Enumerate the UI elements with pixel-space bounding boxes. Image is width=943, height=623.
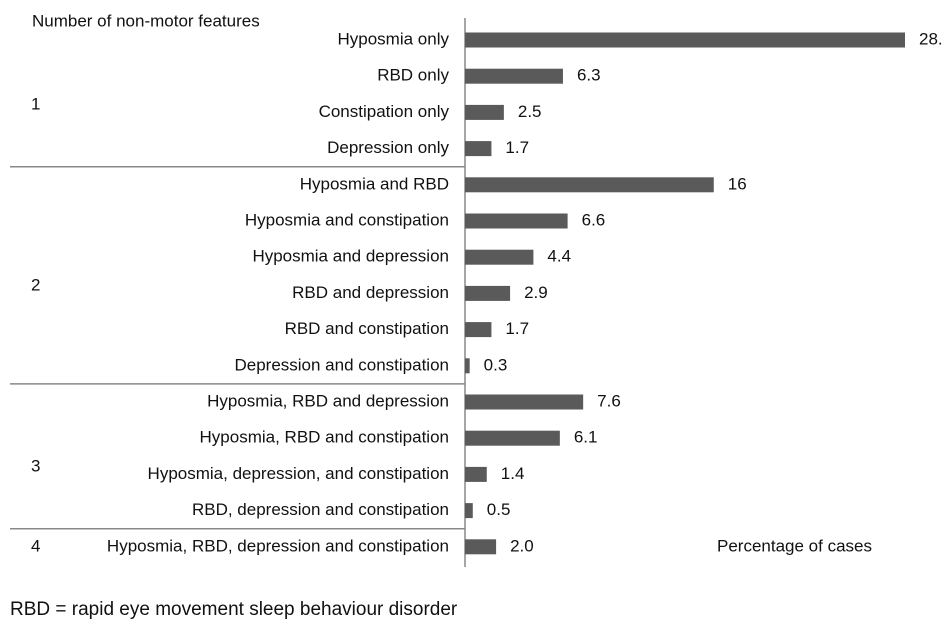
category-label: Hyposmia, depression, and constipation — [148, 464, 449, 483]
bar — [465, 430, 560, 446]
value-label: 1.4 — [501, 464, 525, 483]
group-axis-label: Number of non-motor features — [32, 11, 260, 30]
group-label: 4 — [31, 536, 40, 555]
category-label: Hyposmia and depression — [252, 247, 449, 266]
value-label: 2.9 — [524, 283, 548, 302]
value-label: 6.1 — [574, 428, 598, 447]
category-label: RBD and constipation — [285, 319, 449, 338]
value-label: 2.5 — [518, 102, 542, 121]
category-label: RBD and depression — [292, 283, 449, 302]
group-label: 3 — [31, 457, 40, 476]
footnote: RBD = rapid eye movement sleep behaviour… — [10, 599, 458, 620]
value-label: 7.6 — [597, 391, 621, 410]
category-label: Hyposmia and constipation — [245, 210, 449, 229]
value-label: 0.3 — [484, 355, 508, 374]
value-label: 4.4 — [547, 247, 571, 266]
category-label: Hyposmia and RBD — [300, 174, 449, 193]
category-label: Depression and constipation — [234, 355, 449, 374]
value-label: 16 — [728, 174, 747, 193]
category-label: Constipation only — [319, 102, 450, 121]
bar — [465, 213, 568, 229]
group-label: 2 — [31, 276, 40, 295]
value-label: 1.7 — [505, 138, 529, 157]
bar — [465, 539, 497, 555]
value-label: 0.5 — [487, 500, 511, 519]
x-axis-label: Percentage of cases — [717, 536, 872, 555]
bar — [465, 141, 492, 157]
bar — [465, 358, 470, 374]
bar — [465, 322, 492, 338]
bar — [465, 68, 563, 84]
category-label: Hyposmia, RBD and depression — [207, 391, 449, 410]
category-label: Hyposmia only — [338, 29, 450, 48]
category-label: RBD only — [377, 66, 449, 85]
value-label: 6.3 — [577, 66, 601, 85]
value-label: 6.6 — [582, 210, 606, 229]
value-label: 28.3 — [919, 29, 943, 48]
category-label: RBD, depression and constipation — [192, 500, 449, 519]
bar — [465, 394, 584, 410]
bar — [465, 466, 487, 482]
category-label: Hyposmia, RBD, depression and constipati… — [107, 536, 449, 555]
bar — [465, 249, 534, 265]
value-label: 2.0 — [510, 536, 534, 555]
group-label: 1 — [31, 95, 40, 114]
category-label: Hyposmia, RBD and constipation — [200, 428, 449, 447]
bar — [465, 503, 473, 519]
bar — [465, 104, 504, 120]
value-label: 1.7 — [505, 319, 529, 338]
category-label: Depression only — [327, 138, 449, 157]
bar — [465, 285, 511, 301]
bar — [465, 32, 905, 48]
bar — [465, 177, 714, 193]
